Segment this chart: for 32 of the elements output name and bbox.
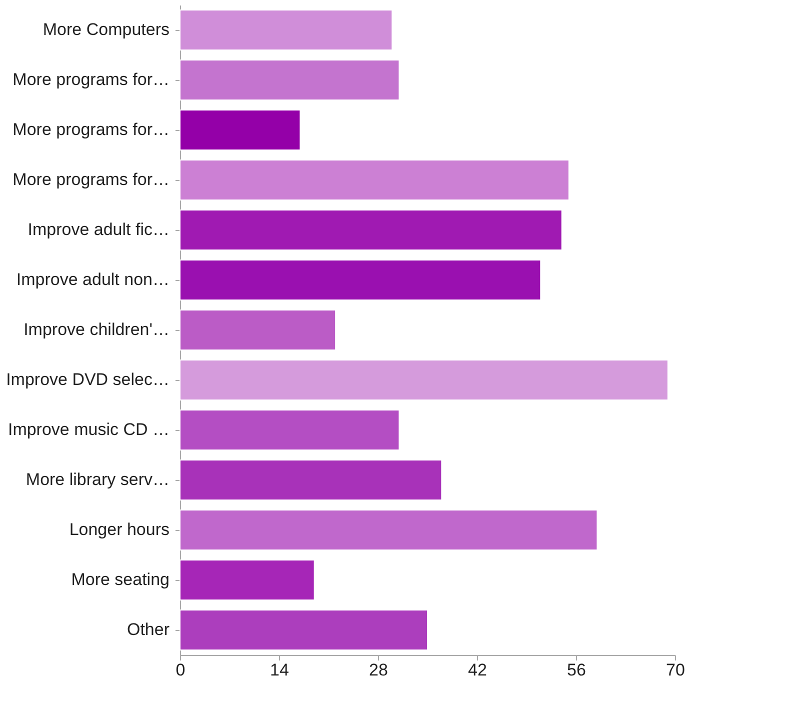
x-tick-label: 56 [567, 660, 586, 680]
bar [180, 510, 598, 550]
bar [180, 610, 428, 650]
y-tick-label: More seating [71, 570, 170, 589]
bar [180, 360, 668, 400]
bar [180, 10, 393, 50]
x-tick-label: 14 [270, 660, 289, 680]
bar [180, 310, 336, 350]
bar [180, 460, 442, 500]
x-tick-label: 42 [468, 660, 487, 680]
y-tick-label: Other [126, 620, 170, 639]
bar [180, 110, 301, 150]
y-tick-label: Improve DVD selec… [6, 370, 170, 389]
y-tick-label: More programs for… [12, 170, 170, 189]
x-tick-label: 0 [176, 660, 186, 680]
y-tick-label: More library serv… [26, 470, 170, 489]
y-tick-label: Longer hours [69, 520, 170, 539]
bar [180, 410, 400, 450]
y-tick-label: More programs for… [12, 120, 170, 139]
bar [180, 160, 570, 200]
y-tick-label: Improve adult non… [16, 270, 170, 289]
y-tick-label: Improve music CD … [8, 420, 170, 439]
y-tick-label: More Computers [42, 20, 170, 39]
x-tick-label: 70 [666, 660, 685, 680]
bar [180, 260, 542, 300]
bar [180, 560, 315, 600]
bar [180, 60, 400, 100]
y-tick-label: Improve children'… [24, 320, 170, 339]
y-tick-label: Improve adult fic… [28, 220, 170, 239]
bar [180, 210, 562, 250]
x-tick-label: 28 [369, 660, 388, 680]
y-tick-label: More programs for… [12, 70, 170, 89]
